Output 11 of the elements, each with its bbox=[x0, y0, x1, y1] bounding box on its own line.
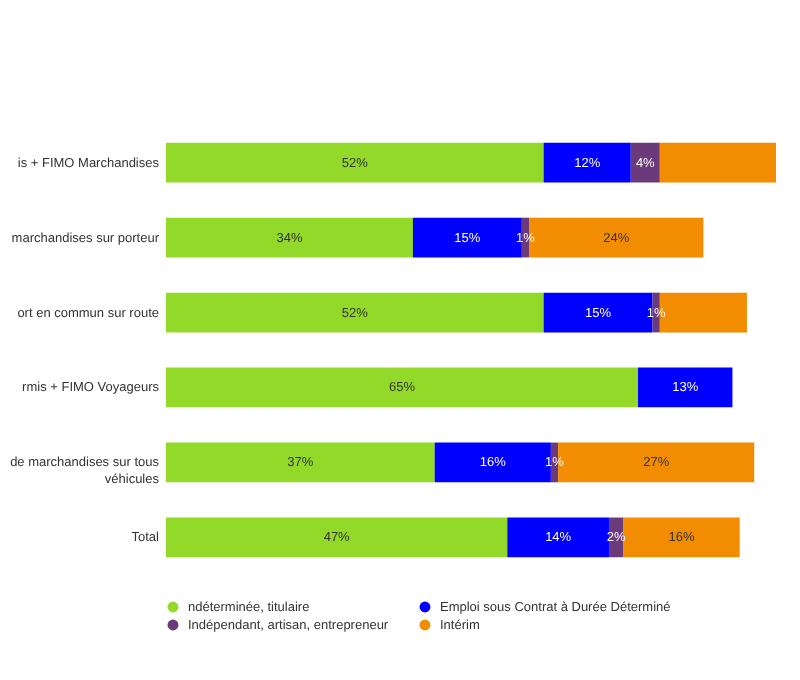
bar bbox=[659, 142, 776, 183]
bar bbox=[166, 367, 639, 408]
bar bbox=[166, 217, 413, 258]
bar bbox=[543, 142, 631, 183]
bar bbox=[623, 517, 740, 558]
bar bbox=[166, 142, 544, 183]
bar bbox=[166, 517, 508, 558]
bar bbox=[166, 292, 544, 333]
bar bbox=[507, 517, 609, 558]
bar bbox=[166, 442, 435, 483]
bar bbox=[638, 367, 733, 408]
